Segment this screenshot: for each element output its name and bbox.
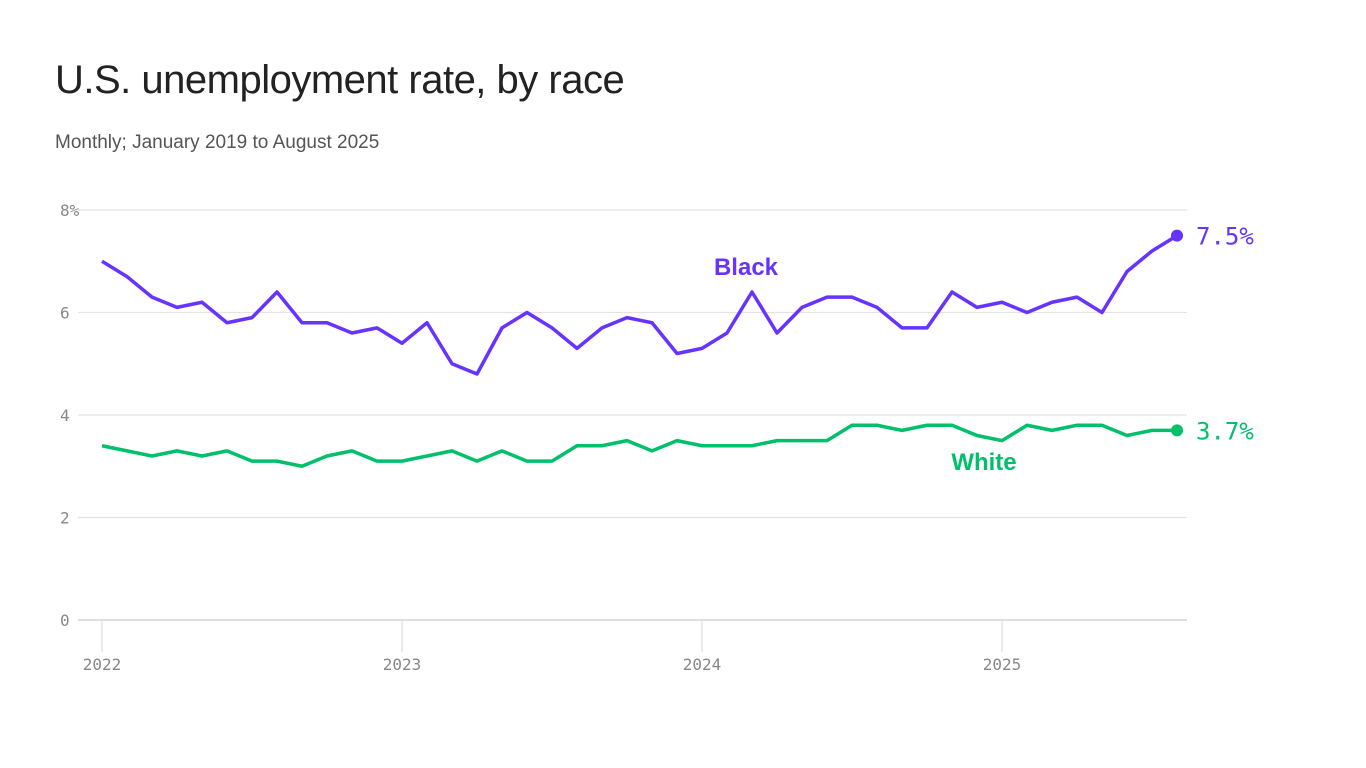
- y-tick-label: 6: [60, 304, 70, 323]
- x-tick-label: 2023: [383, 655, 422, 674]
- series-line-black: [101, 234, 1178, 376]
- chart-subtitle: Monthly; January 2019 to August 2025: [55, 132, 380, 153]
- y-tick-label: 4: [60, 406, 70, 425]
- end-value-label: 3.7%: [1196, 417, 1254, 445]
- chart-title: U.S. unemployment rate, by race: [55, 58, 625, 102]
- end-point-white: [1171, 424, 1183, 437]
- series-label: White: [951, 449, 1016, 476]
- x-tick-label: 2024: [683, 655, 722, 674]
- series-label: Black: [714, 254, 779, 281]
- end-point-black: [1171, 229, 1183, 242]
- end-value-label: 7.5%: [1196, 223, 1254, 251]
- y-tick-label: 0: [60, 611, 70, 630]
- x-tick-label: 2025: [983, 655, 1022, 674]
- y-tick-label: 2: [60, 509, 70, 528]
- y-tick-label: 8%: [60, 201, 80, 220]
- series-line-white: [101, 423, 1177, 468]
- x-tick-label: 2022: [83, 655, 122, 674]
